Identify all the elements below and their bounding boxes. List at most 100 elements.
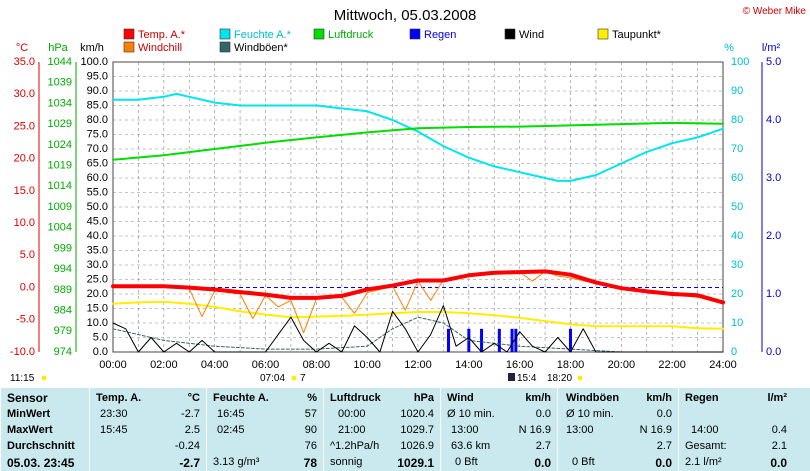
pressure-tick-label: 1014: [48, 180, 72, 192]
wind-tick-label: 85.0: [87, 99, 108, 111]
sunrise-suffix: 7: [300, 373, 306, 384]
gust-current: 0.0: [655, 456, 672, 470]
humidity-tick-label: 50: [731, 201, 743, 213]
legend-label: Taupunkt*: [612, 29, 662, 41]
rain-day-total: 2.1 l/m²: [685, 456, 722, 468]
temp-tick-label: -10.0: [10, 346, 35, 358]
legend-swatch: [123, 41, 135, 53]
pressure-tick-label: 999: [54, 242, 72, 254]
rain-current: 0.0: [770, 456, 787, 470]
time-tick-label: 22:00: [658, 359, 686, 371]
sunrise-label: 07:04: [260, 373, 285, 384]
pressure-tick-label: 1004: [48, 222, 72, 234]
rain-bar: [514, 328, 518, 352]
rain-bar: [497, 328, 501, 352]
time-tick-label: 10:00: [353, 359, 381, 371]
humidity-min-time: 16:45: [217, 408, 245, 420]
rain-bar: [447, 328, 450, 352]
temp-max-value: 2.5: [184, 424, 200, 436]
temp-header: Temp. A.: [96, 392, 142, 404]
wind-tick-label: 20.0: [87, 288, 108, 300]
time-tick-label: 12:00: [404, 359, 432, 371]
wind-tick-label: 60.0: [87, 172, 108, 184]
wind-tick-label: 55.0: [87, 186, 108, 198]
wind-tick-label: 0.0: [93, 346, 108, 358]
pressure-axis-unit: hPa: [48, 42, 68, 54]
pressure-min-value: 1020.4: [400, 408, 434, 420]
weather-chart: Mittwoch, 05.03.2008 © Weber Mike Temp. A.…: [10, 6, 807, 384]
pressure-tick-label: 984: [54, 304, 72, 316]
row-label-min: MinWert: [7, 408, 51, 420]
pressure-current: 1029.1: [397, 456, 434, 470]
gust-avg-label: Ø 10 min.: [566, 408, 614, 420]
wind-tick-label: 90.0: [87, 85, 108, 97]
sensor-header: Sensor: [7, 391, 48, 405]
humidity-tick-label: 40: [731, 230, 743, 242]
wind-tick-label: 35.0: [87, 244, 108, 256]
pressure-min-time: 00:00: [338, 408, 366, 420]
wind-tick-label: 10.0: [87, 317, 108, 329]
wind-tick-label: 100.0: [80, 56, 108, 68]
humidity-max-value: 90: [304, 424, 317, 436]
time-left-label: 11:15: [10, 373, 35, 384]
moon-icon: [508, 373, 515, 381]
time-tick-label: 14:00: [455, 359, 483, 371]
humidity-header: Feuchte A.: [213, 392, 269, 404]
humidity-tick-label: 0: [731, 346, 737, 358]
pressure-tick-label: 979: [54, 325, 72, 337]
sensor-column: Sensor MinWert MaxWert Durchschnitt 05.0…: [0, 388, 89, 471]
legend-label: Wind: [519, 29, 544, 41]
rain-tick-label: 5.0: [766, 56, 781, 68]
wind-unit: km/h: [525, 392, 551, 404]
temp-tick-label: -5.0: [16, 314, 35, 326]
legend-label: Luftdruck: [328, 29, 374, 41]
gust-avg-value: 0.0: [656, 408, 672, 420]
pressure-tick-label: 1009: [48, 201, 72, 213]
wind-header: Wind: [447, 392, 474, 404]
pressure-avg-value: 1026.9: [400, 440, 434, 452]
temp-unit: °C: [187, 392, 200, 404]
pressure-tick-label: 989: [54, 284, 72, 296]
gust-column: Windböen km/h Ø 10 min. 0.0 13:00 N 16.9…: [557, 388, 678, 471]
humidity-min-value: 57: [304, 408, 317, 420]
legend-label: Windchill: [138, 42, 182, 54]
temp-tick-label: 0.0: [20, 281, 35, 293]
pressure-max-time: 21:00: [338, 424, 366, 436]
rain-bar: [569, 328, 572, 352]
wind-axis-unit: km/h: [80, 42, 104, 54]
humidity-tick-label: 60: [731, 172, 743, 184]
wind-tick-label: 50.0: [87, 201, 108, 213]
time-tick-label: 18:00: [557, 359, 585, 371]
rain-header: Regen: [685, 392, 719, 404]
credit-text: © Weber Mike: [743, 6, 807, 17]
rain-max-value: 0.4: [771, 424, 787, 436]
humidity-tick-label: 30: [731, 259, 743, 271]
legend-swatch: [123, 28, 135, 40]
wind-max-dir: N 16.9: [518, 424, 551, 436]
sunset-label: 18:20: [547, 373, 572, 384]
sun-icon: [291, 375, 297, 381]
temp-tick-label: 10.0: [14, 217, 35, 229]
humidity-tick-label: 90: [731, 85, 743, 97]
wind-beaufort: 0 Bft: [455, 456, 478, 468]
gust-max-time: 13:00: [566, 424, 594, 436]
moon-label: 15:4: [517, 373, 537, 384]
legend-swatch: [409, 28, 421, 40]
humidity-current: 78: [303, 456, 317, 470]
pressure-unit: hPa: [413, 392, 434, 404]
temp-column: Temp. A. °C 23:30 -2.7 15:45 2.5 -0.24 -…: [89, 388, 206, 471]
legend-swatch: [504, 28, 516, 40]
pressure-tick-label: 1039: [48, 77, 72, 89]
wind-distance: 63.6 km: [451, 440, 491, 452]
humidity-tick-label: 80: [731, 114, 743, 126]
rain-tick-label: 3.0: [766, 172, 781, 184]
series-line-feuchte-a: [112, 92, 724, 182]
wind-tick-label: 65.0: [87, 157, 108, 169]
humidity-tick-label: 70: [731, 143, 743, 155]
legend-label: Feuchte A.*: [234, 29, 292, 41]
legend-swatch: [597, 28, 609, 40]
time-tick-label: 20:00: [608, 359, 636, 371]
temp-tick-label: 20.0: [14, 153, 35, 165]
wind-tick-label: 95.0: [87, 70, 108, 82]
humidity-unit: %: [307, 392, 317, 404]
